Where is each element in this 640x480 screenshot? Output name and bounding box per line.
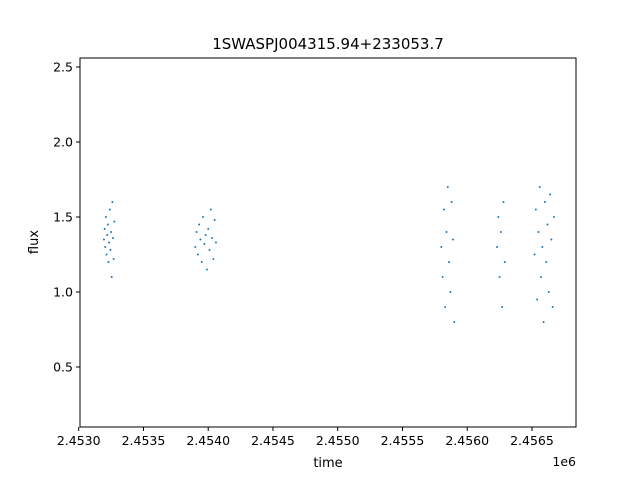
data-point bbox=[448, 261, 451, 263]
data-point bbox=[107, 261, 110, 263]
data-point bbox=[112, 237, 115, 239]
x-axis-label: time bbox=[313, 456, 342, 471]
data-point bbox=[497, 216, 500, 218]
plot-frame bbox=[79, 57, 577, 428]
data-point bbox=[207, 228, 210, 230]
y-tick-label: 2.0 bbox=[53, 135, 73, 150]
data-point bbox=[449, 291, 452, 293]
data-point bbox=[103, 228, 106, 230]
data-point bbox=[199, 238, 202, 241]
x-tick-label: 2.4540 bbox=[186, 433, 230, 448]
data-point bbox=[545, 261, 548, 263]
data-point bbox=[204, 234, 207, 236]
data-point bbox=[498, 276, 501, 278]
data-point bbox=[536, 298, 539, 301]
data-point bbox=[112, 258, 115, 260]
x-tick-label: 2.4555 bbox=[381, 433, 425, 448]
data-point bbox=[200, 261, 203, 263]
data-point bbox=[104, 246, 107, 248]
data-point bbox=[444, 306, 447, 308]
data-point bbox=[501, 306, 504, 308]
data-point bbox=[111, 201, 114, 203]
data-point bbox=[209, 208, 212, 211]
data-point bbox=[110, 276, 113, 278]
data-point bbox=[102, 238, 105, 241]
x-tick-label: 2.4565 bbox=[510, 433, 554, 448]
data-point bbox=[198, 223, 201, 226]
data-point bbox=[551, 306, 554, 308]
data-point bbox=[211, 237, 214, 239]
x-tick-label: 2.4560 bbox=[445, 433, 489, 448]
y-tick-label: 0.5 bbox=[53, 360, 73, 375]
data-point bbox=[533, 253, 536, 256]
x-tick-label: 2.4545 bbox=[251, 433, 295, 448]
x-axis-ticks: 2.4530 2.4535 2.4540 2.4545 2.4550 2.4555 2.45… bbox=[57, 427, 554, 448]
y-tick-label: 2.5 bbox=[53, 60, 73, 75]
data-point bbox=[442, 208, 445, 211]
data-point bbox=[538, 186, 541, 188]
data-point bbox=[542, 321, 545, 323]
data-point bbox=[451, 238, 454, 241]
data-point bbox=[214, 241, 217, 244]
y-axis-ticks: 0.5 1.0 1.5 2.0 2.5 bbox=[53, 60, 80, 375]
x-tick-label: 2.4535 bbox=[122, 433, 166, 448]
y-tick-label: 1.5 bbox=[53, 210, 73, 225]
data-point bbox=[109, 249, 112, 251]
data-point bbox=[195, 231, 198, 233]
data-point bbox=[502, 201, 505, 203]
data-point bbox=[212, 258, 215, 260]
y-axis-label: flux bbox=[27, 230, 42, 254]
data-point bbox=[108, 208, 111, 211]
y-tick-label: 1.0 bbox=[53, 285, 73, 300]
data-point bbox=[108, 241, 111, 244]
data-point bbox=[205, 268, 208, 271]
x-tick-label: 2.4550 bbox=[316, 433, 360, 448]
chart-title: 1SWASPJ004315.94+233053.7 bbox=[212, 35, 444, 53]
data-point bbox=[106, 223, 109, 226]
data-point bbox=[541, 246, 544, 248]
data-point bbox=[202, 216, 205, 218]
data-point bbox=[110, 231, 113, 233]
data-point bbox=[552, 216, 555, 218]
data-point bbox=[453, 321, 456, 323]
data-point bbox=[499, 231, 502, 233]
data-point bbox=[113, 220, 116, 223]
data-point bbox=[203, 243, 206, 245]
data-point bbox=[543, 201, 546, 203]
data-point bbox=[503, 261, 506, 263]
data-point bbox=[549, 193, 552, 196]
data-points bbox=[102, 186, 555, 323]
data-point bbox=[105, 253, 108, 256]
x-tick-label: 2.4530 bbox=[57, 433, 101, 448]
data-point bbox=[450, 201, 453, 203]
data-point bbox=[445, 231, 448, 233]
data-point bbox=[547, 291, 550, 293]
data-point bbox=[446, 186, 449, 188]
x-axis-offset-label: 1e6 bbox=[552, 454, 576, 469]
data-point bbox=[194, 246, 197, 248]
data-point bbox=[546, 223, 549, 226]
data-point bbox=[540, 276, 543, 278]
data-point bbox=[208, 249, 211, 251]
data-point bbox=[196, 253, 199, 256]
data-point bbox=[550, 238, 553, 241]
data-point bbox=[104, 216, 107, 218]
data-point bbox=[106, 234, 109, 236]
data-point bbox=[496, 246, 498, 248]
data-point bbox=[440, 246, 443, 248]
data-point bbox=[441, 276, 444, 278]
data-point bbox=[213, 219, 216, 221]
data-point bbox=[534, 208, 537, 211]
data-point bbox=[537, 231, 540, 233]
